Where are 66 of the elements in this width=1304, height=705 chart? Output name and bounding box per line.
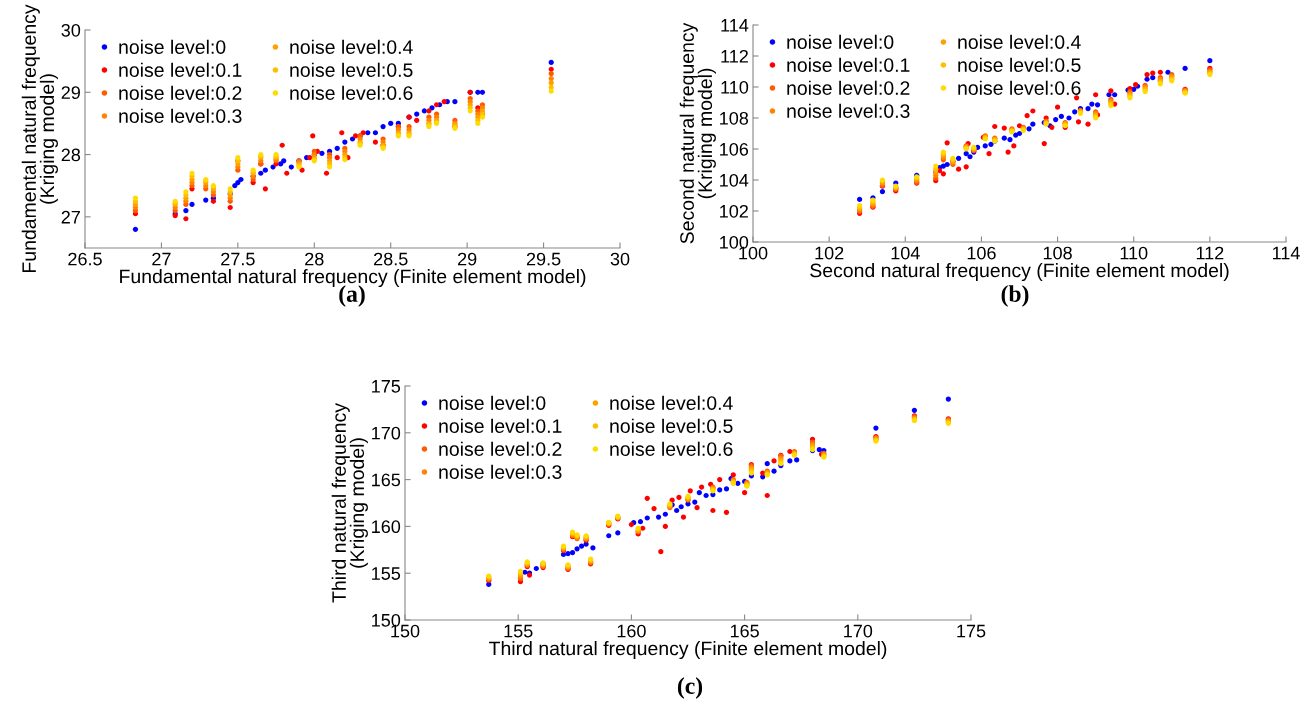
x-axis-title: Fundamental natural frequency (Finite element model) xyxy=(120,269,586,288)
y-tick-label: 104 xyxy=(720,173,749,187)
legend-label: noise level:0 xyxy=(439,395,546,410)
x-tick-label: 27 xyxy=(152,252,171,266)
x-tick-label: 102 xyxy=(815,246,844,260)
y-tick-label: 30 xyxy=(61,23,81,37)
legend-label: noise level:0.4 xyxy=(958,34,1081,49)
y-tick-label: 102 xyxy=(720,204,748,218)
y-tick-label: 175 xyxy=(372,380,401,393)
legend-label: noise level:0.5 xyxy=(290,62,413,77)
x-tick-label: 29.5 xyxy=(526,252,561,266)
x-tick-label: 175 xyxy=(957,624,986,638)
x-tick-label: 160 xyxy=(617,624,646,638)
x-axis-title: Third natural frequency (Finite element model) xyxy=(489,641,887,660)
y-axis-title: Third natural frequency (Kriging model) xyxy=(331,403,368,603)
legend-label: noise level:0.6 xyxy=(610,441,733,456)
legend-label: noise level:0 xyxy=(119,39,226,54)
legend-label: noise level:0.4 xyxy=(610,395,733,410)
x-tick-label: 28.5 xyxy=(374,252,408,266)
legend-label: noise level:0.2 xyxy=(439,441,562,456)
y-tick-label: 114 xyxy=(721,19,749,32)
x-tick-label: 30 xyxy=(610,252,630,266)
x-tick-label: 155 xyxy=(504,624,533,638)
legend-label: noise level:0 xyxy=(787,34,894,49)
y-tick-label: 165 xyxy=(372,473,401,487)
legend-label: noise level:0.1 xyxy=(439,418,562,433)
y-tick-label: 170 xyxy=(372,426,401,440)
y-axis-title: Fundamental natural frequency (Kriging model) xyxy=(21,4,58,272)
legend-label: noise level:0.3 xyxy=(439,464,562,479)
y-tick-label: 29 xyxy=(61,86,80,100)
legend-label: noise level:0.6 xyxy=(958,80,1081,95)
x-tick-label: 110 xyxy=(1120,246,1148,260)
text: (b) xyxy=(1001,285,1029,307)
x-tick-label: 114 xyxy=(1272,246,1300,260)
legend-label: noise level:0.1 xyxy=(787,57,910,72)
x-tick-label: 104 xyxy=(891,246,920,260)
x-tick-label: 165 xyxy=(730,624,759,638)
x-tick-label: 26.5 xyxy=(68,252,102,266)
legend-label: noise level:0.6 xyxy=(290,85,413,100)
text: (c) xyxy=(677,677,703,699)
y-tick-label: 160 xyxy=(372,520,401,534)
x-tick-label: 108 xyxy=(1043,246,1072,260)
y-axis-title: Second natural frequency (Kriging model) xyxy=(679,22,716,244)
legend-label: noise level:0.5 xyxy=(610,418,733,433)
x-axis-title: Second natural frequency (Finite element model) xyxy=(810,263,1229,282)
legend-label: noise level:0.2 xyxy=(787,80,910,95)
x-tick-label: 29 xyxy=(458,252,477,266)
legend-label: noise level:0.1 xyxy=(119,62,242,77)
y-tick-label: 155 xyxy=(372,567,401,580)
x-tick-label: 170 xyxy=(844,624,873,638)
legend-label: noise level:0.3 xyxy=(119,108,242,123)
x-tick-label: 112 xyxy=(1196,246,1224,260)
y-tick-label: 108 xyxy=(720,111,749,125)
y-tick-label: 112 xyxy=(721,49,748,63)
y-tick-label: 28 xyxy=(61,148,81,162)
x-tick-label: 106 xyxy=(967,246,996,260)
legend-label: noise level:0.3 xyxy=(787,103,910,118)
text: (a) xyxy=(339,285,365,307)
y-tick-label: 110 xyxy=(721,80,749,94)
y-tick-label: 27 xyxy=(61,210,80,224)
y-tick-label: 106 xyxy=(720,142,749,156)
legend-label: noise level:0.2 xyxy=(119,85,242,100)
legend-label: noise level:0.5 xyxy=(958,57,1081,72)
x-tick-label: 27.5 xyxy=(221,252,255,266)
x-tick-label: 28 xyxy=(305,252,324,266)
legend-label: noise level:0.4 xyxy=(290,39,413,54)
